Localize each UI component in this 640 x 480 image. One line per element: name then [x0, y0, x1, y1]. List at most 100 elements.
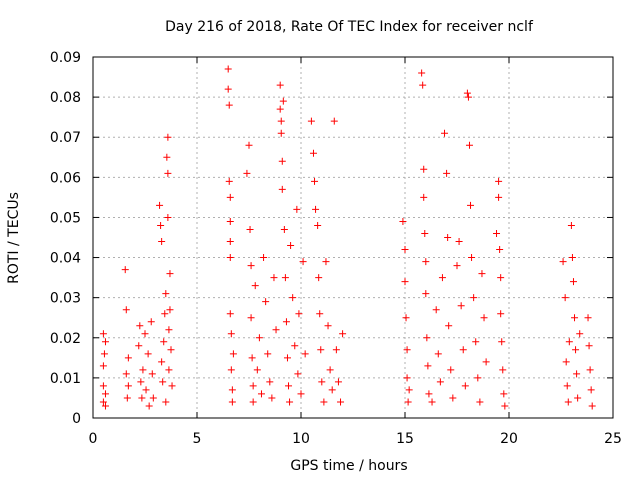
data-point [226, 254, 234, 262]
data-point [585, 342, 593, 350]
data-point [472, 338, 480, 346]
data-point [449, 394, 457, 402]
data-point [260, 254, 268, 262]
data-point [294, 370, 302, 378]
data-point [226, 238, 234, 246]
data-point [441, 129, 449, 137]
data-point [249, 382, 257, 390]
data-point [474, 374, 482, 382]
y-tick-label: 0.02 [50, 331, 81, 347]
data-point [159, 378, 167, 386]
data-point [225, 177, 233, 185]
data-point [330, 117, 338, 125]
data-point [246, 225, 254, 233]
data-point [401, 246, 409, 254]
data-point [136, 322, 144, 330]
data-point [559, 258, 567, 266]
y-tick-label: 0.01 [50, 371, 81, 387]
data-point [165, 366, 173, 374]
data-point [266, 378, 274, 386]
data-point [137, 378, 145, 386]
data-point [320, 398, 328, 406]
data-point [420, 193, 428, 201]
grid-lines [93, 57, 613, 418]
data-point [149, 394, 157, 402]
data-point [573, 370, 581, 378]
data-point [301, 350, 309, 358]
data-point [461, 382, 469, 390]
data-point [324, 322, 332, 330]
data-point [277, 129, 285, 137]
x-tick-labels: 0 5 10 15 20 25 [89, 431, 622, 447]
chart-title: Day 216 of 2018, Rate Of TEC Index for r… [165, 19, 534, 35]
data-point [276, 81, 284, 89]
data-point [588, 402, 596, 410]
data-point [457, 302, 465, 310]
data-point [165, 326, 173, 334]
data-point [447, 366, 455, 374]
data-point [567, 221, 575, 229]
data-point [468, 254, 476, 262]
data-point [572, 346, 580, 354]
data-point [163, 153, 171, 161]
data-point [434, 350, 442, 358]
data-point [255, 334, 263, 342]
data-point [314, 221, 322, 229]
data-point [401, 278, 409, 286]
data-point [584, 314, 592, 322]
data-point [420, 165, 428, 173]
data-point [281, 274, 289, 282]
data-point [276, 105, 284, 113]
data-point [399, 217, 407, 225]
data-point [99, 382, 107, 390]
data-point [322, 258, 330, 266]
data-point [293, 205, 301, 213]
data-point [100, 350, 108, 358]
data-point [162, 290, 170, 298]
data-point [425, 390, 433, 398]
x-tick-label: 25 [604, 431, 622, 447]
data-point [315, 274, 323, 282]
data-point [285, 382, 293, 390]
data-point [309, 149, 317, 157]
data-point [278, 157, 286, 165]
data-point [99, 398, 107, 406]
data-point [135, 342, 143, 350]
data-point [311, 177, 319, 185]
data-point [124, 354, 132, 362]
data-point [268, 394, 276, 402]
data-point [328, 386, 336, 394]
data-point [147, 318, 155, 326]
data-point [463, 89, 471, 97]
data-point [251, 282, 259, 290]
data-point [162, 398, 170, 406]
data-point [144, 350, 152, 358]
data-point [576, 330, 584, 338]
data-point [141, 330, 149, 338]
data-point [123, 394, 131, 402]
data-point [568, 254, 576, 262]
data-point [253, 366, 261, 374]
data-point [403, 346, 411, 354]
data-point [249, 398, 257, 406]
y-tick-label: 0.09 [50, 50, 81, 66]
data-point [432, 306, 440, 314]
data-points [99, 65, 596, 410]
data-point [438, 274, 446, 282]
data-point [226, 193, 234, 201]
data-point [166, 306, 174, 314]
data-point [422, 258, 430, 266]
y-tick-labels: 0 0.01 0.02 0.03 0.04 0.05 0.06 0.07 0.08 0.09 [50, 50, 81, 427]
data-point [124, 382, 132, 390]
data-point [247, 262, 255, 270]
data-point [226, 310, 234, 318]
data-point [586, 366, 594, 374]
data-point [444, 234, 452, 241]
data-point [270, 274, 278, 282]
data-point [465, 141, 473, 149]
data-point [482, 358, 490, 366]
data-point [405, 386, 413, 394]
data-point [291, 342, 299, 350]
data-point [227, 330, 235, 338]
